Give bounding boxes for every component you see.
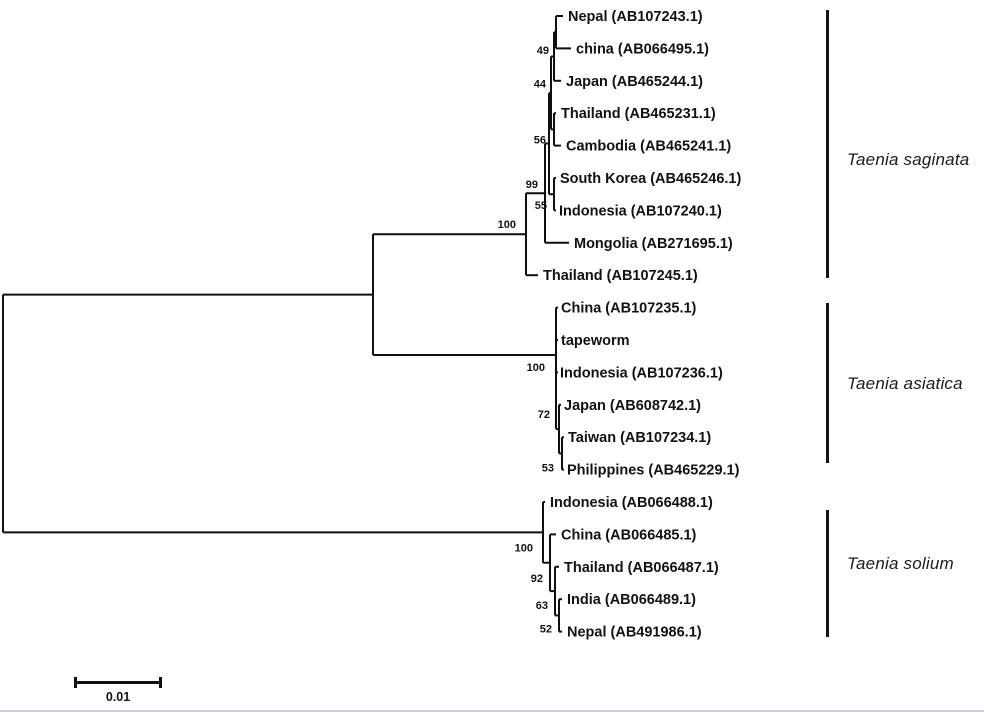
scale-bar-label: 0.01 [105,690,131,704]
clade-label-saginata: Taenia saginata [847,150,970,169]
bootstrap-label: 100 [527,362,545,374]
leaf-label: Cambodia (AB465241.1) [566,139,731,155]
bootstrap-label: 100 [515,542,533,554]
leaf-label: Japan (AB465244.1) [566,74,703,90]
bootstrap-label: 92 [531,573,543,585]
leaf-label: Thailand (AB066487.1) [564,560,719,576]
leaf-label: Mongolia (AB271695.1) [574,236,733,252]
figure-bottom-border [0,710,984,712]
bootstrap-label: 52 [540,623,552,635]
bootstrap-label: 44 [534,79,547,91]
clade-label-solium: Taenia solium [847,554,954,573]
bootstrap-label: 49 [537,45,549,57]
leaf-label: Indonesia (AB107236.1) [560,365,723,381]
bootstrap-label: 63 [536,600,548,612]
leaf-label: Taiwan (AB107234.1) [568,430,711,446]
clade-bracket-saginata [826,10,829,278]
leaf-label: Indonesia (AB107240.1) [559,203,722,219]
scale-bar-tick-right [159,677,162,688]
leaf-label: India (AB066489.1) [567,592,696,608]
leaf-label: Nepal (AB107243.1) [568,9,703,25]
scale-bar-line [75,681,161,684]
clade-bracket-asiatica [826,303,829,463]
leaf-label: tapeworm [561,333,630,349]
bootstrap-label: 55 [535,200,547,212]
clade-bracket-solium [826,510,829,637]
bootstrap-label: 72 [538,409,550,421]
clade-label-asiatica: Taenia asiatica [847,374,963,393]
bootstrap-label: 100 [498,219,516,231]
leaf-label: China (AB107235.1) [561,301,697,317]
bootstrap-label: 99 [526,179,538,191]
leaf-label: Thailand (AB465231.1) [561,106,716,122]
leaf-label: Thailand (AB107245.1) [543,268,698,284]
leaf-label: china (AB066495.1) [576,41,709,57]
leaf-label: Indonesia (AB066488.1) [550,495,713,511]
bootstrap-label: 56 [534,134,546,146]
leaf-label: China (AB066485.1) [561,527,697,543]
leaf-label: Japan (AB608742.1) [564,398,701,414]
leaf-label: Philippines (AB465229.1) [567,463,740,479]
bootstrap-label: 53 [542,462,554,474]
leaf-label: South Korea (AB465246.1) [560,171,741,187]
scale-bar-tick-left [74,677,77,688]
leaf-label: Nepal (AB491986.1) [567,625,702,641]
